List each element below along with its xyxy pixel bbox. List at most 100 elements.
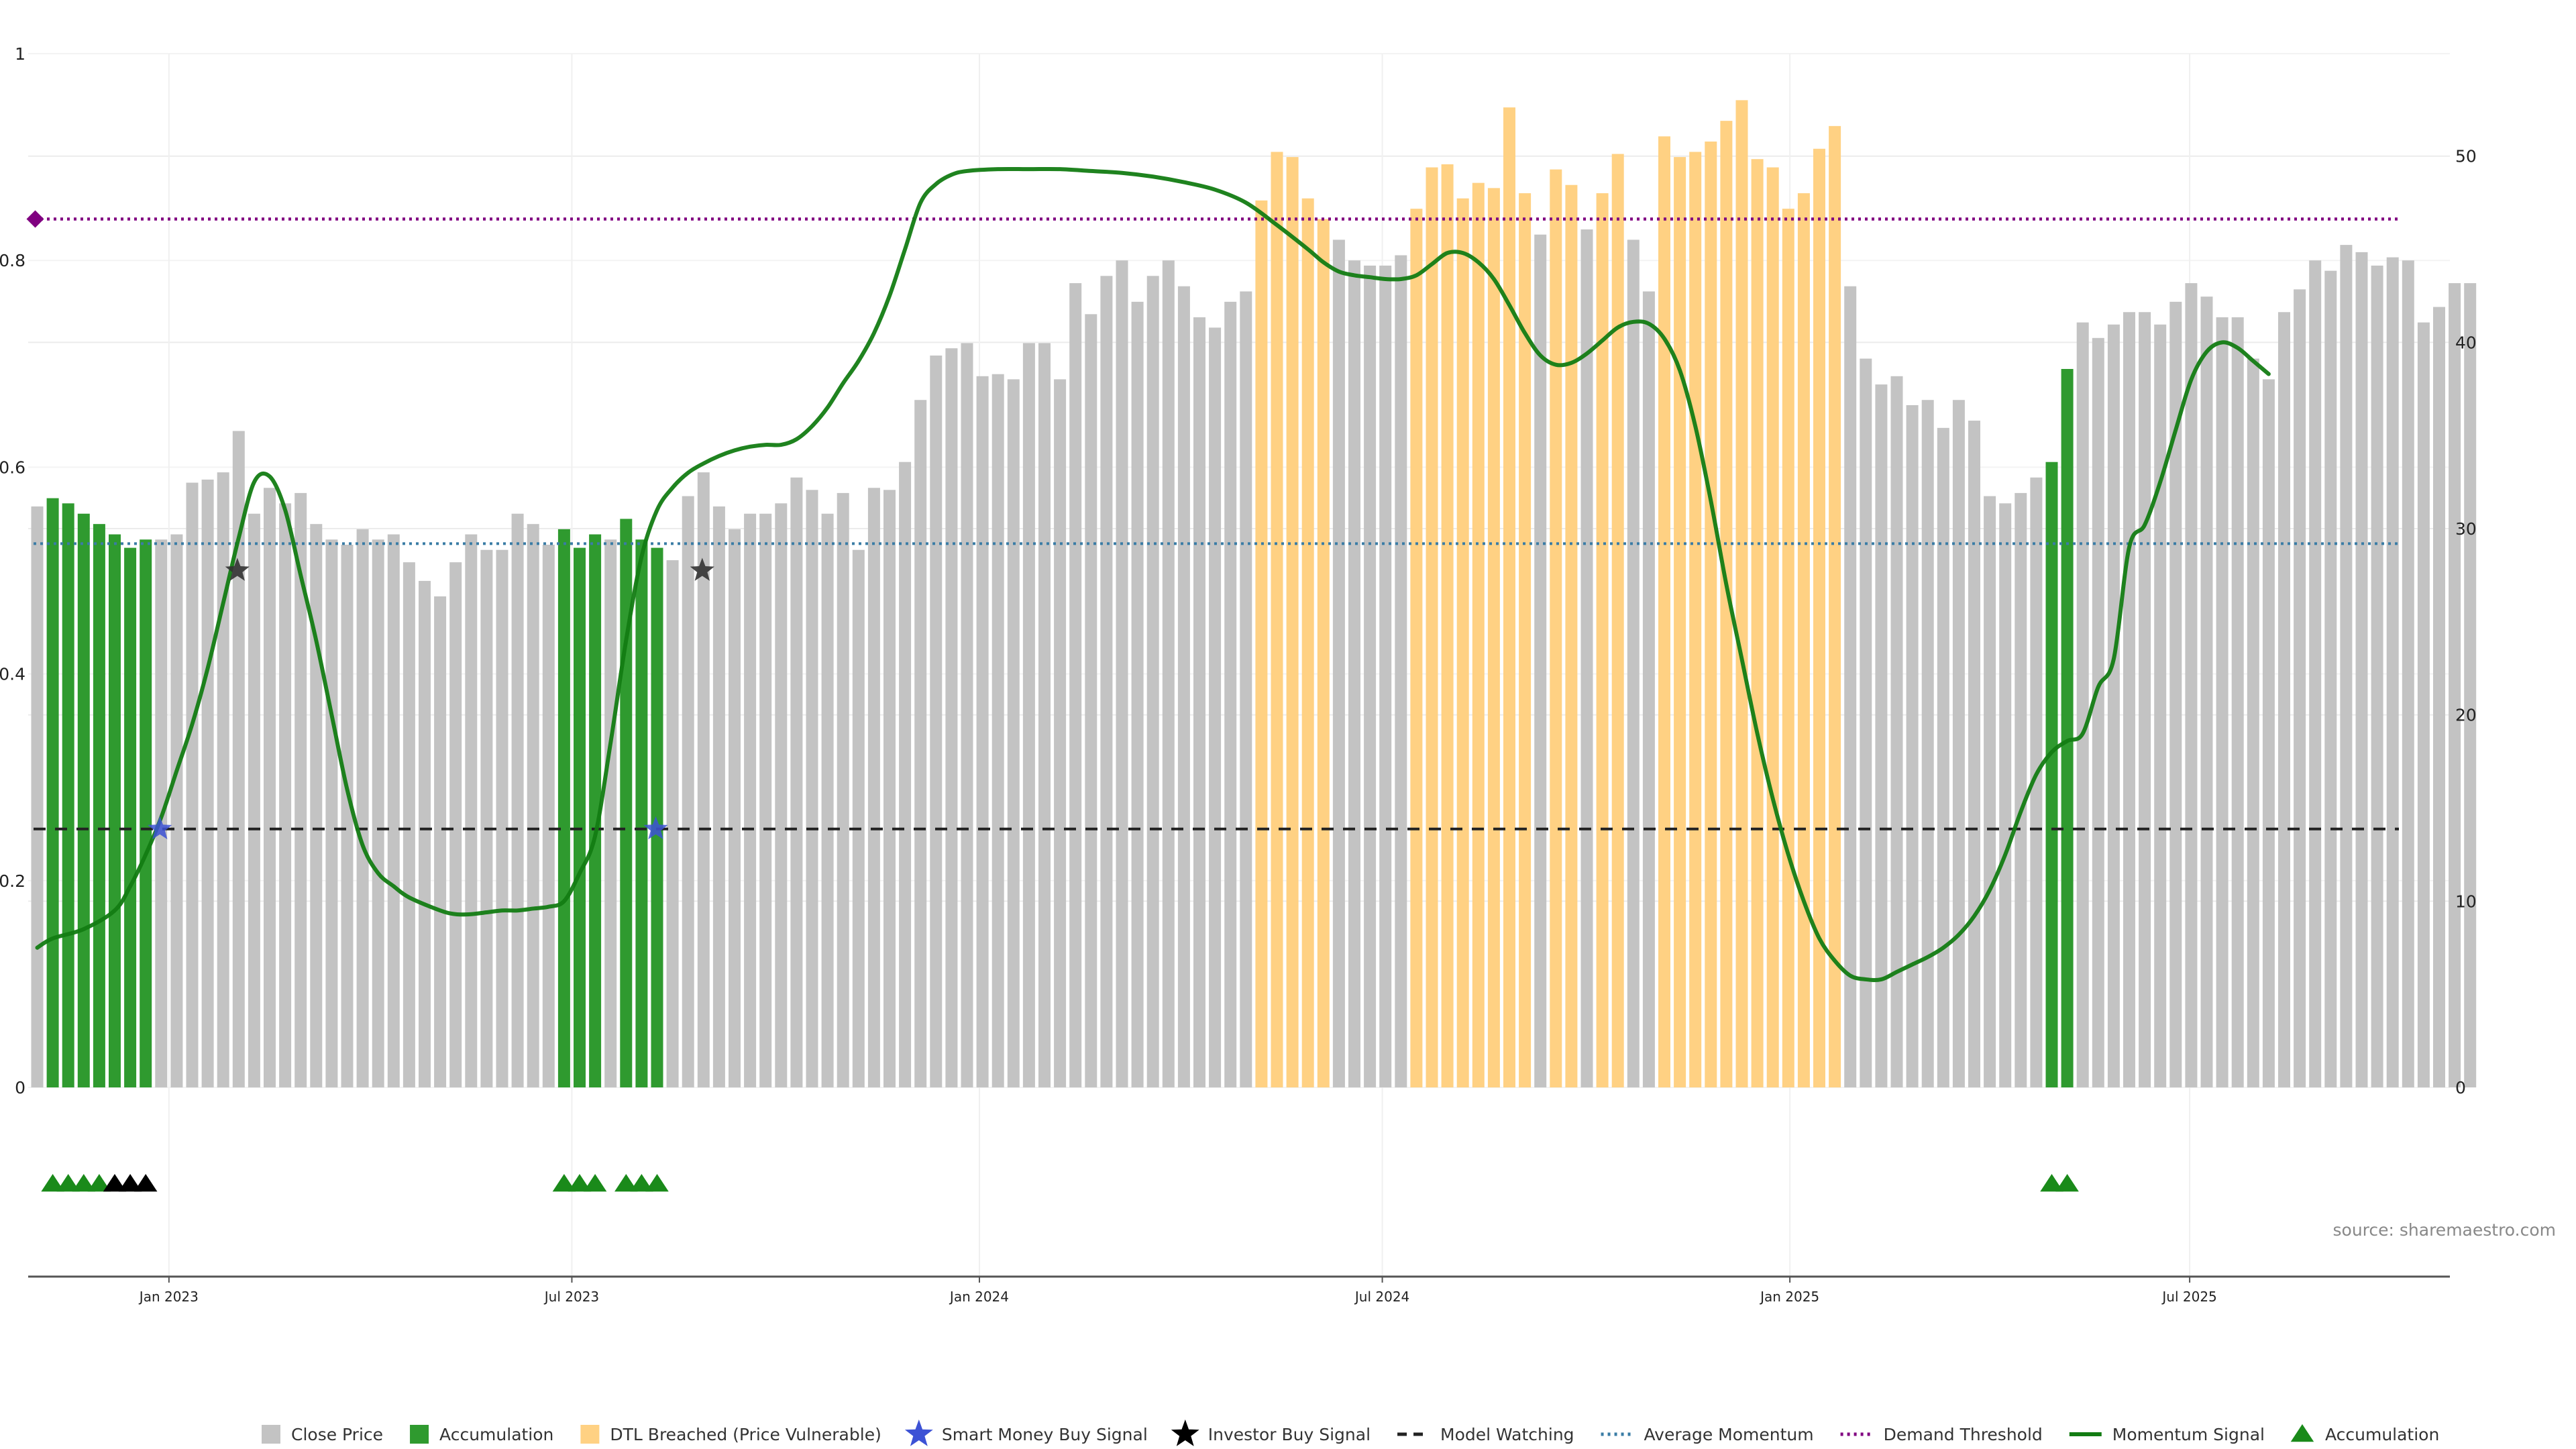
dtl-bar: [1472, 182, 1485, 1087]
close-price-bar: [729, 529, 741, 1087]
legend: Close Price Accumulation DTL Breached (Pri…: [262, 1419, 2439, 1446]
legend-symbol-square: [580, 1425, 600, 1444]
close-price-bar: [480, 549, 493, 1087]
close-price-bar: [666, 560, 679, 1087]
close-price-bar: [1193, 317, 1205, 1088]
accumulation-bar: [557, 529, 570, 1087]
right-axis-tick-label: 0: [2455, 1078, 2466, 1097]
close-price-bar: [356, 529, 369, 1087]
close-price-bar: [264, 488, 276, 1087]
reference-lines: [26, 210, 2399, 830]
close-price-bar: [744, 513, 757, 1087]
x-axis-tick-label: Jan 2025: [1759, 1289, 1819, 1305]
accumulation-bar: [589, 534, 602, 1087]
accumulation-marker: [645, 1174, 669, 1192]
legend-symbol-square: [262, 1425, 280, 1444]
close-price-bar: [883, 490, 896, 1087]
close-price-bar: [930, 355, 943, 1088]
close-price-bar: [1627, 239, 1640, 1087]
close-price-bar: [1131, 301, 1144, 1088]
close-price-bar: [1038, 343, 1051, 1088]
close-price-bar: [2294, 289, 2306, 1087]
accumulation-marker: [56, 1174, 80, 1192]
close-price-bar: [1054, 379, 1067, 1087]
close-price-bar: [217, 472, 229, 1087]
close-price-bar: [465, 534, 478, 1087]
close-price-bar: [867, 488, 880, 1087]
dtl-bar: [1565, 184, 1578, 1087]
close-price-bar: [1580, 229, 1593, 1088]
close-price-bar: [759, 513, 772, 1087]
x-axis-tick-label: Jul 2025: [2161, 1289, 2216, 1305]
close-price-bar: [1085, 314, 1097, 1087]
close-price-bar: [790, 477, 803, 1087]
accumulation-bar: [109, 534, 121, 1087]
buy-signals: [148, 557, 714, 840]
close-price-bar: [310, 524, 323, 1087]
accumulation-bar: [140, 539, 152, 1087]
close-price-bar: [821, 513, 834, 1087]
legend-label: Average Momentum: [1644, 1425, 1814, 1444]
close-price-bar: [1642, 291, 1655, 1088]
close-price-bar: [2464, 283, 2477, 1087]
close-price-bar: [1348, 260, 1360, 1088]
close-price-bar: [991, 374, 1004, 1088]
dtl-bar: [1426, 167, 1438, 1087]
dtl-bar: [1271, 152, 1283, 1087]
dtl-bar: [1829, 125, 1841, 1087]
right-axis-tick-label: 10: [2455, 892, 2477, 911]
close-price-bar: [449, 562, 462, 1087]
legend-label: Accumulation: [2325, 1425, 2439, 1444]
close-price-bar: [2185, 283, 2198, 1087]
close-price-bar: [2371, 265, 2383, 1087]
dtl-bar: [1410, 209, 1423, 1087]
close-price-bar: [2386, 257, 2399, 1087]
close-price-bar: [2092, 337, 2104, 1087]
close-price-bar: [712, 506, 725, 1087]
dtl-bar: [1317, 219, 1330, 1087]
close-price-bar: [1007, 379, 1020, 1087]
close-price-bar: [387, 534, 400, 1087]
momentum-signal: [35, 166, 2271, 983]
close-price-bar: [1116, 260, 1128, 1088]
close-price-bar: [2402, 260, 2414, 1088]
close-price-bar: [1209, 327, 1222, 1087]
left-axis-tick-label: 0.8: [0, 251, 25, 270]
close-price-bar: [1999, 503, 2012, 1087]
dtl-bar: [1487, 188, 1500, 1088]
dtl-bar: [1301, 198, 1314, 1087]
close-price-bar: [325, 539, 338, 1087]
close-price-bar: [1534, 234, 1547, 1087]
dtl-bar: [1705, 141, 1717, 1088]
accumulation-marker: [72, 1174, 96, 1192]
x-axis-tick-label: Jul 2024: [1354, 1289, 1409, 1305]
close-price-bar: [2340, 245, 2353, 1088]
dtl-bar: [1720, 121, 1733, 1087]
close-price-bar: [542, 544, 555, 1087]
close-price-bar: [1984, 496, 1996, 1087]
dtl-bar: [1255, 200, 1268, 1087]
right-axis-tick-label: 50: [2455, 147, 2477, 166]
left-axis-tick-label: 0.2: [0, 871, 25, 891]
close-price-bar: [186, 482, 199, 1087]
accumulation-marker: [568, 1174, 592, 1192]
legend-symbol-star: [1171, 1419, 1199, 1446]
close-price-bar: [1379, 265, 1392, 1087]
accumulation-marker: [87, 1174, 111, 1192]
accumulation-bar: [124, 547, 137, 1087]
legend-label: Investor Buy Signal: [1208, 1425, 1371, 1444]
dtl-bar: [1611, 154, 1624, 1087]
dtl-bar: [1735, 100, 1748, 1088]
accumulation-marker-black: [103, 1174, 127, 1192]
close-price-bar: [899, 462, 912, 1087]
source-note: source: sharemaestro.com: [2333, 1220, 2557, 1240]
accumulation-markers: [41, 1174, 2079, 1192]
price-bars: [31, 100, 2477, 1088]
dtl-bar: [1519, 193, 1532, 1087]
close-price-bar: [1224, 301, 1237, 1088]
close-price-bar: [806, 490, 818, 1087]
close-price-bar: [201, 479, 214, 1087]
right-axis-tick-label: 30: [2455, 519, 2477, 539]
close-price-bar: [2200, 297, 2213, 1087]
